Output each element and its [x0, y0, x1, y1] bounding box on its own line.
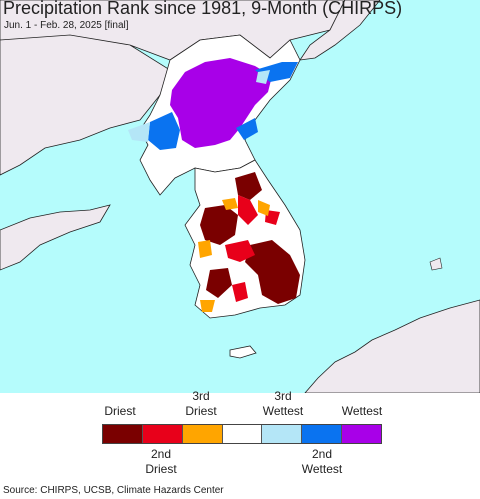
legend-label-wettest: Wettest — [341, 404, 383, 418]
swatch-3rd-driest — [182, 425, 223, 443]
map-subtitle: Jun. 1 - Feb. 28, 2025 [final] — [4, 20, 129, 31]
driest-region — [200, 172, 300, 304]
map-title: Precipitation Rank since 1981, 9-Month (… — [3, 0, 403, 18]
third-wettest-region — [128, 70, 270, 142]
wettest-region — [170, 58, 272, 148]
legend-label-3rd-driest: 3rd Driest — [185, 389, 217, 418]
legend-color-bar — [102, 424, 382, 444]
south-korea-land — [184, 159, 306, 319]
second-driest-region — [225, 195, 280, 302]
legend-label-3rd-wettest: 3rd Wettest — [262, 389, 304, 418]
legend-label-2nd-wettest: 2nd Wettest — [301, 447, 343, 476]
shandong-land — [0, 204, 111, 271]
third-driest-region — [198, 198, 270, 312]
swatch-wettest — [342, 425, 382, 443]
jeju-island — [229, 345, 257, 359]
legend-label-driest: Driest — [104, 404, 136, 418]
source-credit: Source: CHIRPS, UCSB, Climate Hazards Ce… — [3, 485, 224, 496]
swatch-3rd-wettest — [262, 425, 303, 443]
precipitation-rank-map — [0, 0, 480, 393]
japan-land — [304, 299, 480, 393]
japan-island-small — [429, 257, 443, 271]
swatch-normal — [222, 425, 263, 443]
second-wettest-region — [148, 62, 298, 150]
swatch-2nd-driest — [142, 425, 183, 443]
legend-label-2nd-driest: 2nd Driest — [145, 447, 177, 476]
swatch-driest — [103, 425, 143, 443]
north-korea-land — [139, 34, 301, 196]
swatch-2nd-wettest — [302, 425, 343, 443]
ocean — [0, 0, 480, 393]
